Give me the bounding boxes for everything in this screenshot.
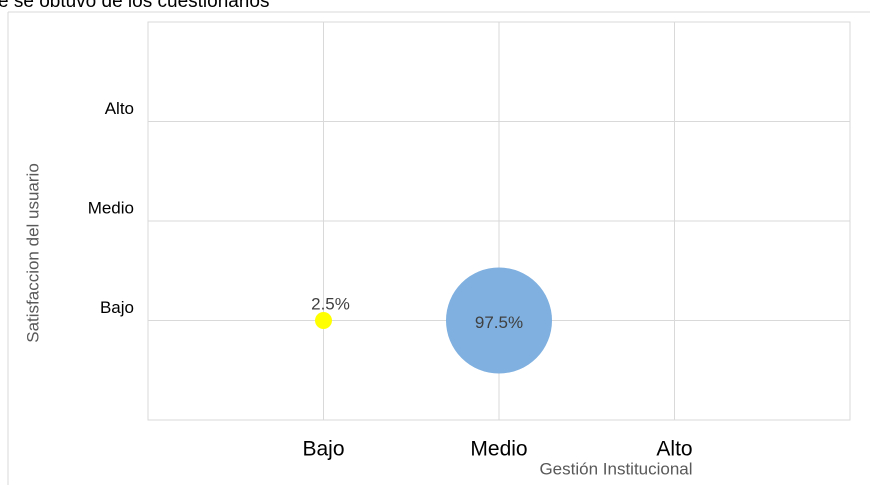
data-label: 2.5% — [311, 294, 350, 313]
x-axis-label: Gestión Institucional — [539, 459, 692, 478]
header-text: e se obtuvo de los cuestionarios — [0, 0, 269, 12]
y-axis-label: Satisfaccion del usuario — [23, 163, 42, 343]
bubble — [446, 267, 552, 374]
y-tick-label: Alto — [105, 99, 134, 118]
x-tick-label: Medio — [470, 438, 527, 461]
x-tick-label: Bajo — [302, 438, 344, 461]
y-tick-label: Bajo — [100, 298, 134, 317]
bubble — [315, 312, 332, 329]
y-tick-label: Medio — [88, 198, 134, 217]
data-label: 97.5% — [475, 313, 523, 332]
x-tick-label: Alto — [656, 438, 692, 461]
